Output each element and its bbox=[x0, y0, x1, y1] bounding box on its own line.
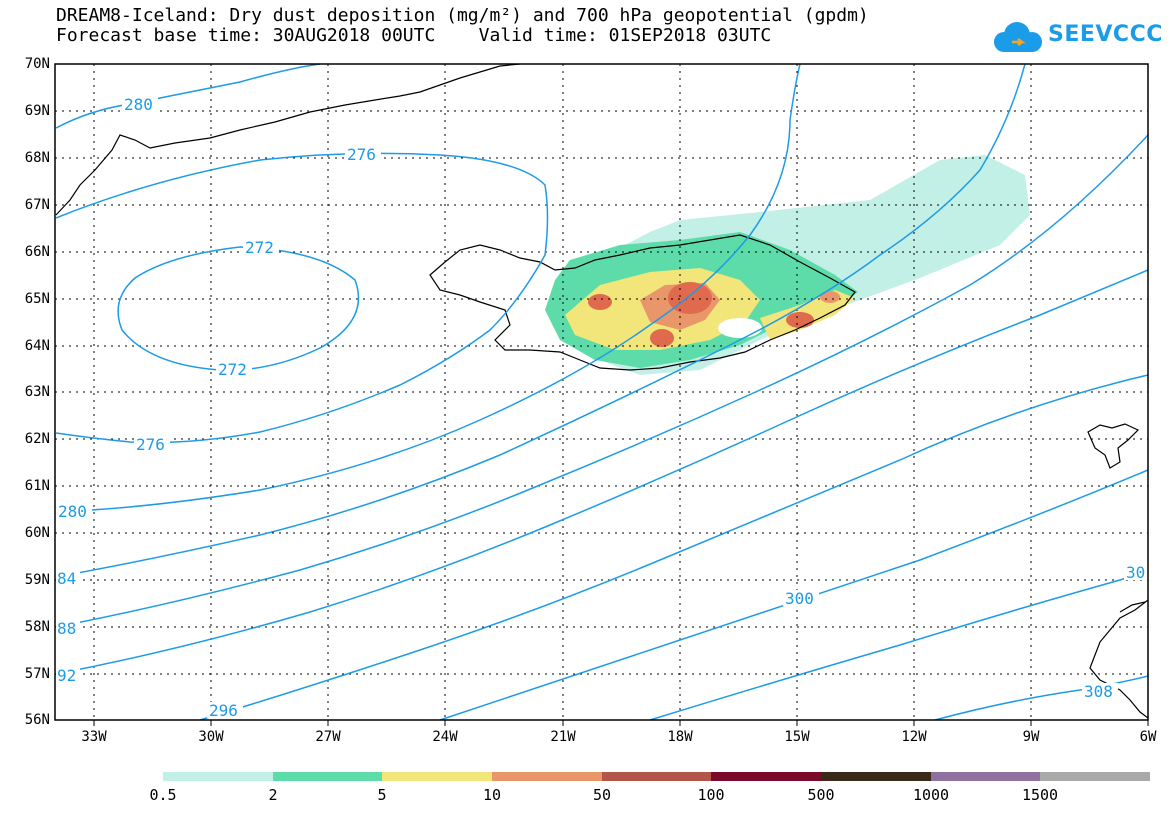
legend-label: 0.5 bbox=[149, 786, 177, 804]
lat-label: 58N bbox=[24, 619, 50, 635]
legend-label: 50 bbox=[592, 786, 612, 804]
legend-swatch bbox=[382, 772, 493, 781]
lon-label: 12W bbox=[901, 729, 927, 745]
lat-label: 63N bbox=[24, 384, 50, 400]
cloud-icon bbox=[994, 22, 1042, 52]
dust-spot-5 bbox=[820, 291, 840, 303]
legend-label: 100 bbox=[697, 786, 725, 804]
lon-label: 27W bbox=[315, 729, 341, 745]
chart-title: DREAM8-Iceland: Dry dust deposition (mg/… bbox=[56, 5, 869, 26]
contour-label: 92 bbox=[57, 666, 76, 685]
contour-284 bbox=[55, 63, 1026, 578]
lon-label: 9W bbox=[1022, 729, 1040, 745]
contour-label: 280 bbox=[124, 95, 153, 114]
contour-label: 276 bbox=[136, 435, 165, 454]
contour-292 bbox=[55, 269, 1149, 675]
lat-label: 60N bbox=[24, 525, 50, 541]
logo-text: SEEVCCC bbox=[1048, 22, 1163, 47]
lon-label: 15W bbox=[784, 729, 810, 745]
legend-swatch bbox=[601, 772, 712, 781]
dust-spot-2 bbox=[650, 329, 674, 347]
graticule bbox=[55, 64, 1148, 720]
contour-304 bbox=[649, 571, 1149, 721]
lon-label: 24W bbox=[432, 729, 458, 745]
lat-label: 57N bbox=[24, 666, 50, 682]
contour-label: 308 bbox=[1084, 682, 1113, 701]
legend-swatch bbox=[492, 772, 602, 781]
legend-swatch bbox=[821, 772, 931, 781]
contour-272 bbox=[117, 246, 360, 371]
lat-label: 56N bbox=[24, 712, 50, 728]
legend-swatch bbox=[272, 772, 383, 781]
map-frame bbox=[54, 63, 1149, 721]
contour-labels: 280 276 272 272 276 280 84 88 92 296 300… bbox=[56, 95, 1148, 720]
lat-label: 61N bbox=[24, 478, 50, 494]
legend-label: 2 bbox=[268, 786, 278, 804]
contour-288 bbox=[55, 134, 1149, 628]
legend-swatch bbox=[930, 772, 1041, 781]
scotland-coast bbox=[1089, 599, 1149, 719]
dust-deposition-field bbox=[545, 155, 1030, 375]
contour-label: 88 bbox=[57, 619, 76, 638]
contour-308 bbox=[934, 675, 1149, 721]
greenland-coast bbox=[55, 63, 521, 216]
lat-label: 67N bbox=[24, 197, 50, 213]
lat-label: 68N bbox=[24, 150, 50, 166]
contour-280-top bbox=[55, 63, 321, 129]
contour-label: 280 bbox=[58, 502, 87, 521]
seevccc-logo bbox=[994, 22, 1042, 52]
dust-spot-1 bbox=[668, 282, 712, 314]
contour-280-mid bbox=[55, 63, 801, 513]
contour-label: 272 bbox=[245, 238, 274, 257]
lat-label: 59N bbox=[24, 572, 50, 588]
legend-label: 5 bbox=[377, 786, 387, 804]
contour-label: 30 bbox=[1126, 563, 1145, 582]
lat-label: 66N bbox=[24, 244, 50, 260]
lon-label: 18W bbox=[667, 729, 693, 745]
lat-label: 62N bbox=[24, 431, 50, 447]
axis-ticks bbox=[93, 720, 1149, 726]
lat-label: 64N bbox=[24, 338, 50, 354]
dust-clear-patch bbox=[718, 318, 762, 338]
legend-label: 1000 bbox=[912, 786, 950, 804]
dust-spot-3 bbox=[588, 294, 612, 310]
legend-label: 10 bbox=[482, 786, 502, 804]
contour-label: 272 bbox=[218, 360, 247, 379]
scotland-north bbox=[1119, 601, 1146, 613]
coastlines bbox=[55, 63, 1149, 719]
legend-label: 1500 bbox=[1021, 786, 1059, 804]
contour-label: 276 bbox=[347, 145, 376, 164]
lat-label: 65N bbox=[24, 291, 50, 307]
contour-276-top bbox=[55, 152, 549, 444]
color-legend bbox=[163, 772, 1151, 781]
lon-label: 30W bbox=[198, 729, 224, 745]
dust-spot-4 bbox=[786, 312, 814, 328]
faroe-islands bbox=[1087, 423, 1140, 469]
lon-label: 21W bbox=[550, 729, 576, 745]
lon-label: 33W bbox=[81, 729, 107, 745]
iceland-coast bbox=[429, 234, 856, 371]
lat-label: 69N bbox=[24, 103, 50, 119]
lon-label: 6W bbox=[1139, 729, 1157, 745]
legend-swatch bbox=[711, 772, 822, 781]
contour-label: 296 bbox=[209, 701, 238, 720]
contour-label: 300 bbox=[785, 589, 814, 608]
contour-296 bbox=[199, 374, 1149, 721]
forecast-times: Forecast base time: 30AUG2018 00UTC Vali… bbox=[56, 25, 772, 46]
legend-swatch bbox=[1040, 772, 1151, 781]
legend-swatch bbox=[163, 772, 273, 781]
legend-label: 500 bbox=[807, 786, 835, 804]
lat-label: 70N bbox=[24, 56, 50, 72]
contour-label: 84 bbox=[57, 569, 76, 588]
